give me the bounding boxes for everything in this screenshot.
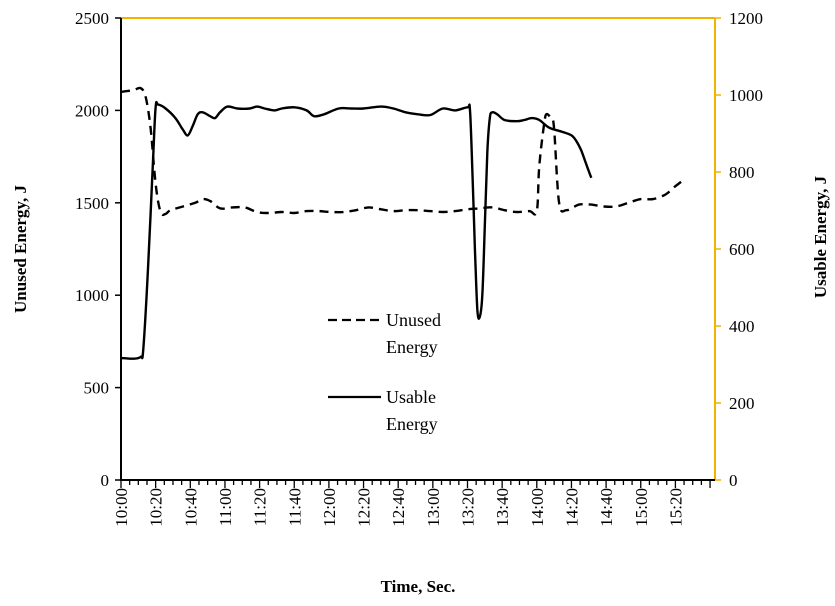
legend-usable-label-line2: Energy (386, 414, 438, 434)
x-tick-label: 11:20 (251, 488, 270, 526)
right-tick-label: 0 (729, 471, 738, 490)
left-tick-label: 2500 (75, 9, 109, 28)
x-tick-label: 11:40 (285, 488, 304, 526)
x-tick-label: 13:40 (493, 488, 512, 527)
series-layer (120, 86, 684, 360)
right-axis-ticks: 0 200 400 600 800 1000 1200 (715, 9, 763, 490)
left-axis-ticks: 0 500 1000 1500 2000 2500 (75, 9, 121, 490)
x-tick-label: 12:00 (320, 488, 339, 527)
x-tick-label: 13:20 (459, 488, 478, 527)
x-tick-label: 14:20 (562, 488, 581, 527)
usable-energy-line (120, 100, 593, 360)
x-axis-title: Time, Sec. (381, 577, 456, 596)
x-tick-label: 15:20 (666, 488, 685, 527)
legend: Unused Energy Usable Energy (328, 310, 441, 434)
left-tick-label: 0 (101, 471, 110, 490)
x-tick-label: 12:20 (355, 488, 374, 527)
right-tick-label: 1200 (729, 9, 763, 28)
right-axis-title: Usable Energy, J (811, 175, 830, 298)
left-tick-label: 2000 (75, 101, 109, 120)
left-tick-label: 500 (84, 379, 110, 398)
plot-area (120, 17, 716, 481)
x-tick-label: 14:40 (597, 488, 616, 527)
x-axis-ticks: 10:00 10:20 10:40 11:00 11:20 11:40 12:00 12:20… (112, 480, 711, 527)
right-tick-label: 600 (729, 240, 755, 259)
x-tick-label: 14:00 (528, 488, 547, 527)
left-tick-label: 1500 (75, 194, 109, 213)
left-axis-title: Unused Energy, J (11, 185, 30, 313)
left-tick-label: 1000 (75, 286, 109, 305)
x-tick-label: 12:40 (389, 488, 408, 527)
right-tick-label: 200 (729, 394, 755, 413)
x-tick-label: 11:00 (216, 488, 235, 526)
legend-unused-label-line2: Energy (386, 337, 438, 357)
x-tick-label: 10:40 (181, 488, 200, 527)
x-tick-label: 13:00 (424, 488, 443, 527)
right-tick-label: 1000 (729, 86, 763, 105)
unused-energy-line (120, 86, 684, 217)
x-tick-label: 10:20 (147, 488, 166, 527)
x-tick-label: 15:00 (632, 488, 651, 527)
right-tick-label: 800 (729, 163, 755, 182)
legend-usable-label-line1: Usable (386, 387, 436, 407)
x-tick-label: 10:00 (112, 488, 131, 527)
right-tick-label: 400 (729, 317, 755, 336)
legend-unused-label-line1: Unused (386, 310, 441, 330)
